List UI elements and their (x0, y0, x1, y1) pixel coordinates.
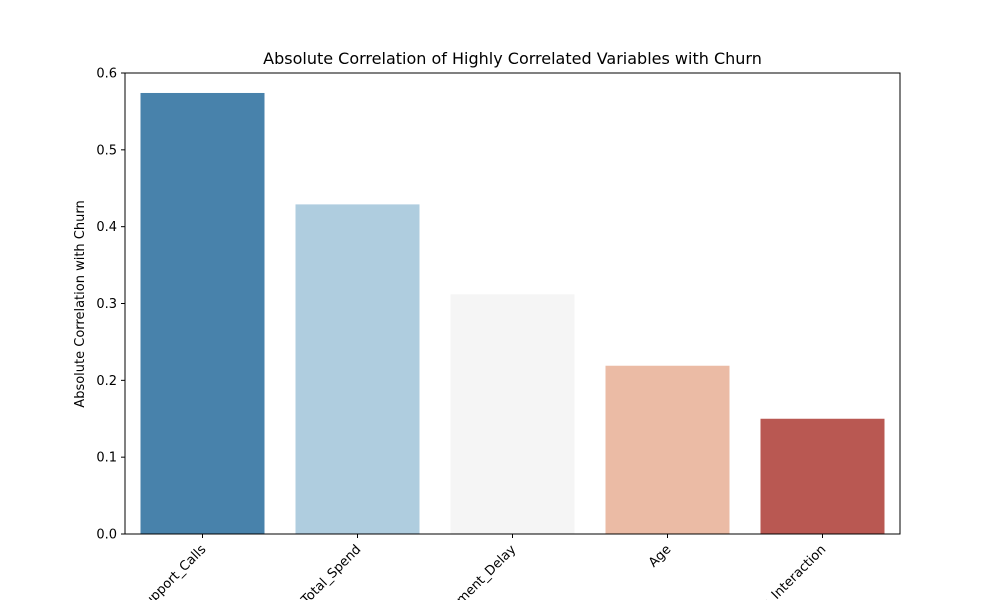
bars-group (140, 92, 885, 534)
bar-last-interaction (760, 418, 885, 534)
chart-title: Absolute Correlation of Highly Correlate… (263, 49, 762, 68)
x-axis: Support_Calls Total_Spend Payment_Delay Age… (136, 534, 829, 600)
x-tick-label: Support_Calls (136, 542, 210, 600)
y-tick-label: 0.6 (96, 67, 117, 82)
x-tick-label: Age (646, 542, 674, 570)
x-tick-label: Last_Interaction (745, 542, 829, 600)
y-tick-label: 0.3 (96, 297, 117, 312)
plot-frame (124, 72, 901, 535)
bar-age (605, 365, 730, 534)
bar-support-calls (140, 92, 265, 534)
x-tick-label: Payment_Delay (438, 542, 520, 600)
x-tick-label: Total_Spend (298, 542, 364, 600)
y-tick-label: 0.0 (96, 528, 117, 543)
bar-payment-delay (450, 294, 575, 534)
y-tick-label: 0.4 (96, 220, 117, 235)
y-axis: 0.0 0.1 0.2 0.3 0.4 0.5 0.6 (96, 67, 125, 543)
y-axis-label: Absolute Correlation with Churn (73, 200, 88, 407)
y-tick-label: 0.5 (96, 143, 117, 158)
bar-total-spend (295, 204, 420, 534)
y-tick-label: 0.2 (96, 374, 117, 389)
y-tick-label: 0.1 (96, 451, 117, 466)
